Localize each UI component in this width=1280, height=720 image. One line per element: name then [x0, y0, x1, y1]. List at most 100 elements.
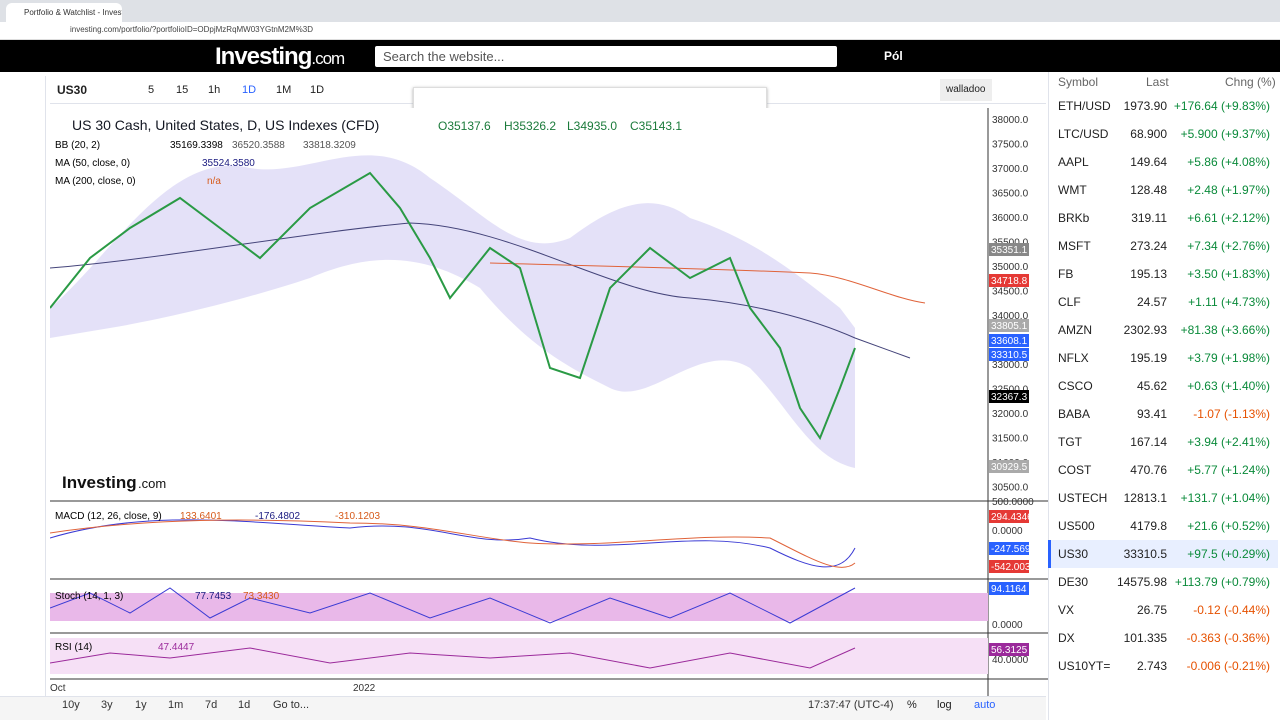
watchlist-symbol: US10YT= — [1058, 659, 1111, 673]
watchlist-last: 2302.93 — [1123, 323, 1167, 337]
macd-tag: 294.4346 — [991, 512, 1033, 523]
watchlist-last: 195.19 — [1130, 351, 1167, 365]
stoch-axis-label: 0.0000 — [992, 620, 1023, 631]
price-tag: 33608.1 — [991, 336, 1028, 347]
interval-button[interactable]: 15 — [176, 84, 189, 96]
interval-button[interactable]: 1D — [310, 84, 325, 96]
range-button[interactable]: 7d — [205, 699, 218, 711]
watchlist-last: 319.11 — [1131, 211, 1167, 225]
interval-button[interactable]: 1h — [208, 84, 221, 96]
watchlist-symbol: US500 — [1058, 519, 1095, 533]
watchlist-symbol: ETH/USD — [1058, 99, 1111, 113]
range-button[interactable]: 10y — [62, 699, 80, 711]
watchlist-row[interactable] — [1048, 540, 1278, 568]
auto-toggle[interactable]: auto — [974, 699, 996, 711]
watchlist-last: 2.743 — [1136, 659, 1167, 673]
watchlist-symbol: BRKb — [1058, 211, 1090, 225]
indicator-label: MA (200, close, 0) — [55, 176, 136, 187]
macd-value: -176.4802 — [255, 511, 300, 522]
price-tag: 33310.5 — [991, 350, 1028, 361]
price-tag-bg — [989, 390, 1029, 403]
ohlc-value: H35326.2 — [504, 119, 556, 133]
percent-toggle[interactable]: % — [907, 699, 917, 711]
interval-button[interactable]: 1D — [242, 84, 257, 96]
stoch-line — [50, 587, 856, 624]
watermark: Investing — [62, 473, 137, 492]
macd-tag-bg — [989, 560, 1029, 573]
indicator-value: 36520.3588 — [232, 140, 285, 151]
price-axis-label: 33000.0 — [992, 360, 1029, 371]
price-tag-bg — [989, 460, 1029, 473]
macd-signal — [50, 519, 856, 568]
range-button[interactable]: 1m — [168, 699, 184, 711]
browser-tab[interactable]: Portfolio & Watchlist - Investin — [6, 3, 122, 22]
watchlist-symbol: TGT — [1058, 435, 1082, 449]
watchlist-change: +7.34 (+2.76%) — [1187, 239, 1270, 253]
watchlist-change: +21.6 (+0.52%) — [1187, 519, 1270, 533]
watchlist-change: +6.61 (+2.12%) — [1187, 211, 1270, 225]
price-axis-label: 35000.0 — [992, 262, 1029, 273]
search-box[interactable]: Search the website... — [375, 46, 837, 67]
symbol[interactable]: US30 — [57, 83, 88, 97]
indicator-value: 33818.3209 — [303, 140, 356, 151]
macd-tag-bg — [989, 542, 1029, 555]
macd-axis-label: 500.0000 — [992, 497, 1034, 508]
log-toggle[interactable]: log — [937, 699, 952, 711]
macd-tag-bg — [989, 510, 1029, 523]
range-button[interactable]: 1d — [238, 699, 251, 711]
watchlist-last: 149.64 — [1130, 155, 1167, 169]
watchlist-symbol: US30 — [1058, 547, 1089, 561]
interval-button[interactable]: 1M — [276, 84, 292, 96]
watchlist-change: +5.86 (+4.08%) — [1187, 155, 1270, 169]
watchlist-last: 4179.8 — [1130, 519, 1167, 533]
watchlist-symbol: FB — [1058, 267, 1074, 281]
watchlist-change: +1.11 (+4.73%) — [1188, 295, 1270, 309]
watchlist-symbol: COST — [1058, 463, 1092, 477]
watchlist-symbol: VX — [1058, 603, 1075, 617]
ma-200 — [489, 262, 926, 304]
price-axis-label: 34500.0 — [992, 287, 1029, 298]
watchlist-symbol: DX — [1058, 631, 1075, 645]
watchlist-symbol: USTECH — [1058, 491, 1108, 505]
rsi-tag: 56.3125 — [991, 645, 1028, 656]
price-axis-label: 38000.0 — [992, 115, 1029, 126]
logo[interactable]: Investing.com — [215, 43, 345, 71]
logo-text: Investing — [215, 43, 312, 70]
watchlist-last: 24.57 — [1136, 295, 1167, 309]
bollinger-band — [50, 155, 855, 468]
price-tag: 30929.5 — [991, 462, 1028, 473]
macd-value: 133.6401 — [180, 511, 222, 522]
stoch-tag-bg — [989, 582, 1029, 595]
price-tag: 34718.8 — [991, 276, 1028, 287]
watchlist-symbol: NFLX — [1058, 351, 1089, 365]
range-button[interactable]: 3y — [101, 699, 113, 711]
watchlist-symbol: MSFT — [1058, 239, 1091, 253]
toolbar-user[interactable]: walladoo — [940, 79, 992, 101]
watchlist-symbol: WMT — [1058, 183, 1087, 197]
watchlist-change: +113.79 (+0.79%) — [1174, 575, 1270, 589]
indicator-value: 35524.3580 — [202, 158, 255, 169]
watchlist-symbol: CSCO — [1058, 379, 1093, 393]
range-button[interactable]: Go to... — [273, 699, 310, 711]
url[interactable]: investing.com/portfolio/?portfolioID=ODp… — [70, 25, 313, 34]
price-axis-label: 36000.0 — [992, 213, 1029, 224]
user-name[interactable]: Pól — [884, 49, 903, 63]
watchlist-change: +81.38 (+3.66%) — [1180, 323, 1270, 337]
x-axis-label: 2022 — [353, 683, 376, 694]
price-tag: 33805.1 — [991, 321, 1028, 332]
watchlist-symbol: AAPL — [1058, 155, 1089, 169]
indicator-label: MA (50, close, 0) — [55, 158, 130, 169]
watchlist-last: 101.335 — [1123, 631, 1167, 645]
bottom-bar — [0, 696, 1046, 720]
chart-title: US 30 Cash, United States, D, US Indexes… — [72, 117, 379, 133]
macd-tag: -247.5692 — [991, 544, 1036, 555]
range-button[interactable]: 1y — [135, 699, 147, 711]
watchlist-change: +2.48 (+1.97%) — [1187, 183, 1270, 197]
watchlist-last: 167.14 — [1130, 435, 1167, 449]
macd-value: -310.1203 — [335, 511, 380, 522]
watchlist-last: 33310.5 — [1123, 547, 1167, 561]
watchlist-change: +97.5 (+0.29%) — [1187, 547, 1270, 561]
interval-button[interactable]: 5 — [148, 84, 155, 96]
watchlist-last: 14575.98 — [1116, 575, 1167, 589]
